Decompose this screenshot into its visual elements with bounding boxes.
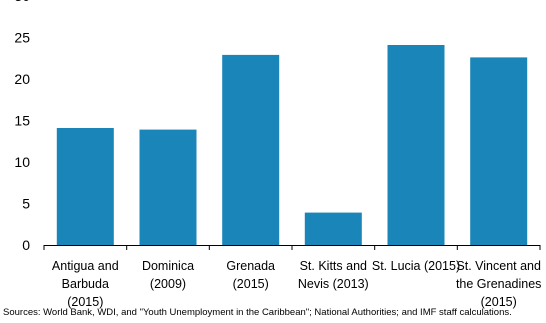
x-category-label: Grenada (2015) — [226, 259, 275, 291]
y-tick-label: 25 — [14, 30, 30, 46]
y-tick-label: 5 — [22, 196, 30, 212]
x-axis-category-labels: Antigua and Barbuda (2015) Dominica (2009) Gr… — [52, 259, 542, 309]
x-category-label-line: (2015) — [481, 295, 517, 309]
y-axis-tick-labels: 0 5 10 15 20 25 30 — [14, 0, 30, 253]
x-category-label-line: (2015) — [233, 277, 269, 291]
x-category-label-line: St. Vincent and — [456, 259, 541, 273]
y-tick-label: 10 — [14, 154, 30, 170]
x-category-label-line: St. Kitts and — [300, 259, 367, 273]
bar — [139, 129, 197, 245]
x-category-label-line: Antigua and — [52, 259, 119, 273]
x-category-label-line: Barbuda — [62, 277, 109, 291]
bar — [387, 45, 445, 245]
bar — [222, 54, 280, 246]
x-category-label: St. Lucia (2015) — [372, 259, 460, 273]
y-tick-label: 30 — [14, 0, 30, 4]
y-tick-label: 15 — [14, 113, 30, 129]
x-category-label: Antigua and Barbuda (2015) — [52, 259, 119, 309]
x-category-label-line: (2009) — [150, 277, 186, 291]
bar — [304, 212, 362, 245]
source-note: Sources: World Bank, WDI, and "Youth Une… — [3, 307, 512, 318]
x-axis-tick-marks — [43, 245, 541, 250]
bar — [470, 57, 528, 246]
x-category-label: St. Vincent and the Grenadines (2015) — [456, 259, 541, 309]
x-category-label-line: St. Lucia (2015) — [372, 259, 460, 273]
bar — [56, 128, 114, 245]
x-category-label-line: Grenada — [226, 259, 275, 273]
x-category-label-line: the Grenadines — [456, 277, 541, 291]
bar-series — [56, 45, 528, 246]
x-category-label-line: (2015) — [67, 295, 103, 309]
x-category-label: St. Kitts and Nevis (2013) — [298, 259, 369, 291]
x-category-label: Dominica (2009) — [142, 259, 194, 291]
x-category-label-line: Dominica — [142, 259, 194, 273]
x-category-label-line: Nevis (2013) — [298, 277, 369, 291]
y-tick-label: 0 — [22, 237, 30, 253]
y-tick-label: 20 — [14, 71, 30, 87]
